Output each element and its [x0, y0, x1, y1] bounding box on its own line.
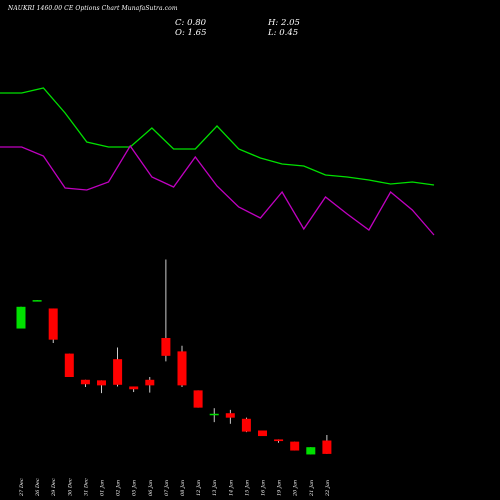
candle-body: [97, 380, 106, 386]
open-value: O: 1.65: [175, 28, 207, 38]
x-tick-label: 19 Jan: [277, 480, 283, 496]
candle-body: [225, 413, 235, 418]
candle-body: [290, 441, 300, 451]
indicator-line-2: [0, 144, 435, 236]
candle-body: [161, 338, 171, 356]
candle-body: [274, 439, 284, 442]
x-tick-label: 29 Dec: [51, 478, 57, 497]
x-tick-label: 31 Dec: [83, 478, 89, 496]
x-tick-label: 12 Jan: [196, 480, 202, 496]
x-tick-label: 22 Jan: [325, 480, 331, 497]
x-tick-label: 02 Jan: [116, 480, 122, 496]
low-number: 0.45: [279, 28, 299, 38]
x-tick-label: 07 Jan: [164, 480, 170, 496]
x-tick-label: 01 Jan: [100, 480, 106, 496]
candle-body: [129, 386, 139, 390]
candle-body: [193, 390, 203, 408]
open-number: 1.65: [187, 28, 207, 38]
candle-body: [258, 430, 267, 437]
candle-body: [306, 447, 316, 455]
candle-body: [177, 351, 187, 386]
indicator-line-1: [0, 87, 435, 186]
x-tick-label: 20 Jan: [293, 480, 299, 497]
x-tick-label: 15 Jan: [244, 480, 250, 496]
x-tick-label: 21 Jan: [309, 480, 315, 497]
close-value: C: 0.80: [175, 18, 207, 28]
high-value: H: 2.05: [268, 18, 300, 28]
low-value: L: 0.45: [268, 28, 299, 38]
candle-body: [64, 353, 74, 377]
candle-body: [48, 308, 58, 340]
x-tick-label: 08 Jan: [180, 480, 186, 496]
candle-body: [209, 413, 219, 416]
high-number: 2.05: [280, 18, 300, 28]
close-number: 0.80: [187, 18, 207, 28]
x-tick-label: 26 Dec: [35, 478, 41, 497]
candle-body: [241, 418, 251, 432]
x-tick-label: 06 Jan: [148, 480, 154, 496]
x-tick-label: 13 Jan: [212, 480, 218, 496]
chart-title: NAUKRI 1460.00 CE Options Chart MunafaSu…: [8, 5, 178, 12]
x-tick-label: 27 Dec: [19, 478, 25, 497]
candle-body: [16, 306, 26, 329]
x-tick-label: 14 Jan: [228, 480, 234, 496]
x-tick-label: 05 Jan: [132, 480, 138, 496]
x-tick-label: 30 Dec: [67, 478, 73, 496]
candle-body: [145, 379, 155, 386]
candle-body: [113, 359, 123, 385]
candle-body: [80, 379, 90, 385]
candle-body: [32, 300, 42, 302]
x-tick-label: 16 Jan: [261, 480, 267, 496]
candle-body: [322, 440, 332, 454]
